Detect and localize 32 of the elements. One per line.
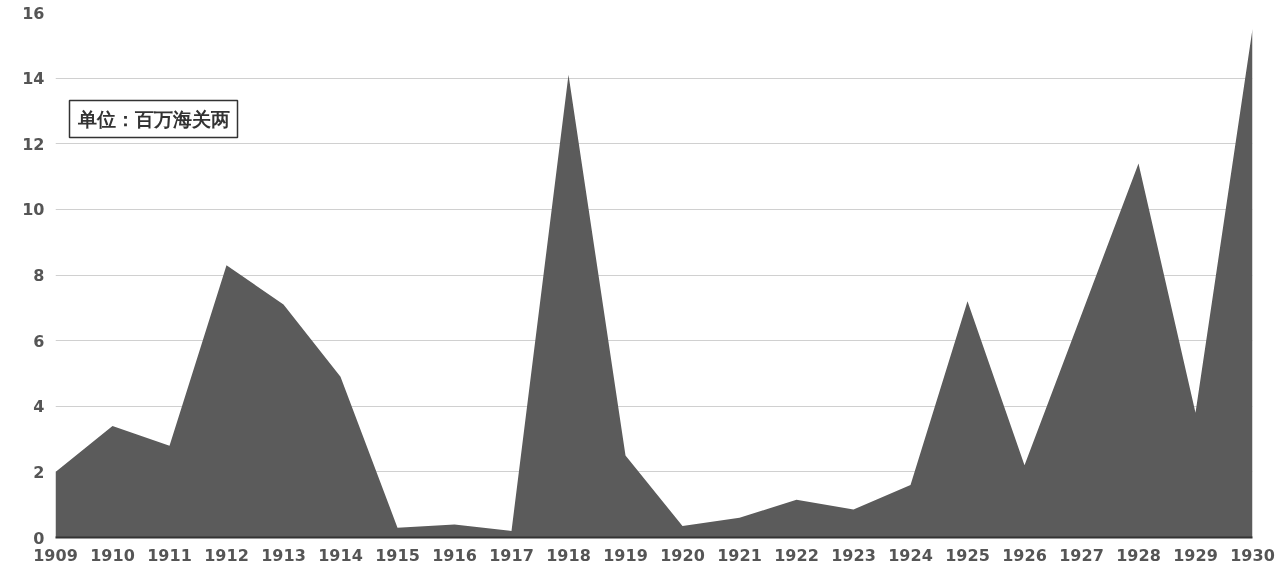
x-tick-label: 1917 [489, 545, 534, 565]
y-tick-label: 2 [33, 462, 45, 482]
x-tick-label: 1910 [90, 545, 135, 565]
x-tick-label: 1912 [204, 545, 249, 565]
x-tick-label: 1928 [1116, 545, 1161, 565]
x-tick-label: 1916 [432, 545, 477, 565]
x-tick-label: 1913 [261, 545, 306, 565]
annotation: 单位：百万海关两 [76, 108, 230, 130]
x-tick-label: 1927 [1059, 545, 1104, 565]
y-tick-label: 8 [33, 266, 45, 285]
x-tick-label: 1909 [33, 545, 78, 565]
y-tick-label: 16 [22, 3, 45, 23]
x-tick-label: 1924 [888, 545, 933, 565]
y-tick-label: 10 [22, 200, 45, 220]
x-tick-label: 1915 [375, 545, 420, 565]
x-tick-label: 1918 [546, 545, 591, 565]
x-tick-label: 1921 [717, 545, 762, 565]
x-tick-label: 1930 [1230, 545, 1275, 565]
x-tick-label: 1920 [660, 545, 705, 565]
x-tick-label: 1914 [318, 545, 363, 565]
y-tick-label: 6 [33, 331, 45, 351]
x-tick-label: 1926 [1002, 545, 1047, 565]
x-tick-label: 1923 [831, 545, 876, 565]
x-tick-label: 1911 [147, 545, 192, 565]
x-tick-label: 1929 [1173, 545, 1218, 565]
y-tick-label: 14 [22, 69, 45, 89]
x-tick-label: 1925 [945, 545, 990, 565]
y-tick-label: 4 [33, 397, 45, 417]
y-tick-label: 12 [22, 134, 45, 154]
x-tick-label: 1919 [603, 545, 648, 565]
y-tick-label: 0 [33, 528, 45, 548]
x-tick-label: 1922 [774, 545, 819, 565]
